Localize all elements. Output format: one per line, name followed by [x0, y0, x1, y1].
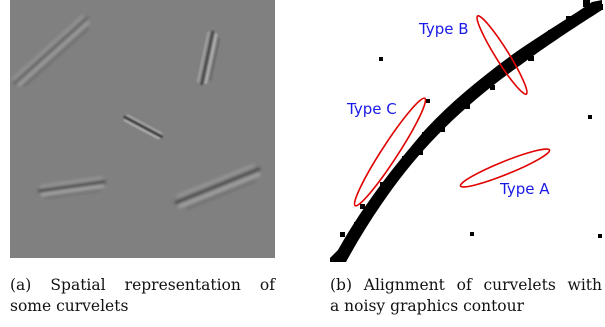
noise-specks: [379, 57, 602, 238]
caption-a-prefix: (a): [10, 276, 32, 294]
curvelet-lower-right: [174, 164, 261, 210]
contour-svg: Type B Type C Type A: [330, 0, 603, 262]
caption-a-word: representation: [124, 276, 241, 294]
curvelet-upper-left: [12, 15, 90, 87]
curvelet-center: [123, 114, 163, 140]
curvelet-upper-right: [196, 30, 221, 86]
caption-b-word: curvelets: [483, 276, 556, 294]
caption-a-line1: (a) Spatial representation of: [10, 275, 275, 296]
caption-a-word: Spatial: [50, 276, 106, 294]
label-type-c: Type C: [346, 100, 397, 118]
caption-b-word: of: [456, 276, 472, 294]
curvelet-ellipses: [353, 15, 551, 207]
caption-b-word: with: [567, 276, 602, 294]
caption-b-line2: a noisy graphics contour: [330, 297, 525, 315]
caption-b-prefix: (b): [330, 276, 353, 294]
caption-a-word: of: [259, 276, 275, 294]
ellipse-type-c: [353, 97, 427, 207]
caption-b-line1: (b) Alignment of curvelets with: [330, 275, 602, 296]
curvelet-image-svg: [10, 0, 275, 258]
caption-a-line2: some curvelets: [10, 297, 129, 315]
ellipse-type-a: [459, 148, 551, 188]
caption-b: (b) Alignment of curvelets with a noisy …: [330, 275, 602, 317]
caption-b-word: Alignment: [363, 276, 445, 294]
ellipse-type-b: [476, 15, 528, 95]
curvelet-spatial-image: [10, 0, 275, 258]
label-type-a: Type A: [499, 180, 550, 198]
label-type-b: Type B: [418, 20, 469, 38]
noisy-contour: [330, 0, 603, 262]
curvelet-lower-left: [38, 176, 106, 199]
caption-a: (a) Spatial representation of some curve…: [10, 275, 275, 317]
contour-alignment-image: Type B Type C Type A: [330, 0, 605, 262]
